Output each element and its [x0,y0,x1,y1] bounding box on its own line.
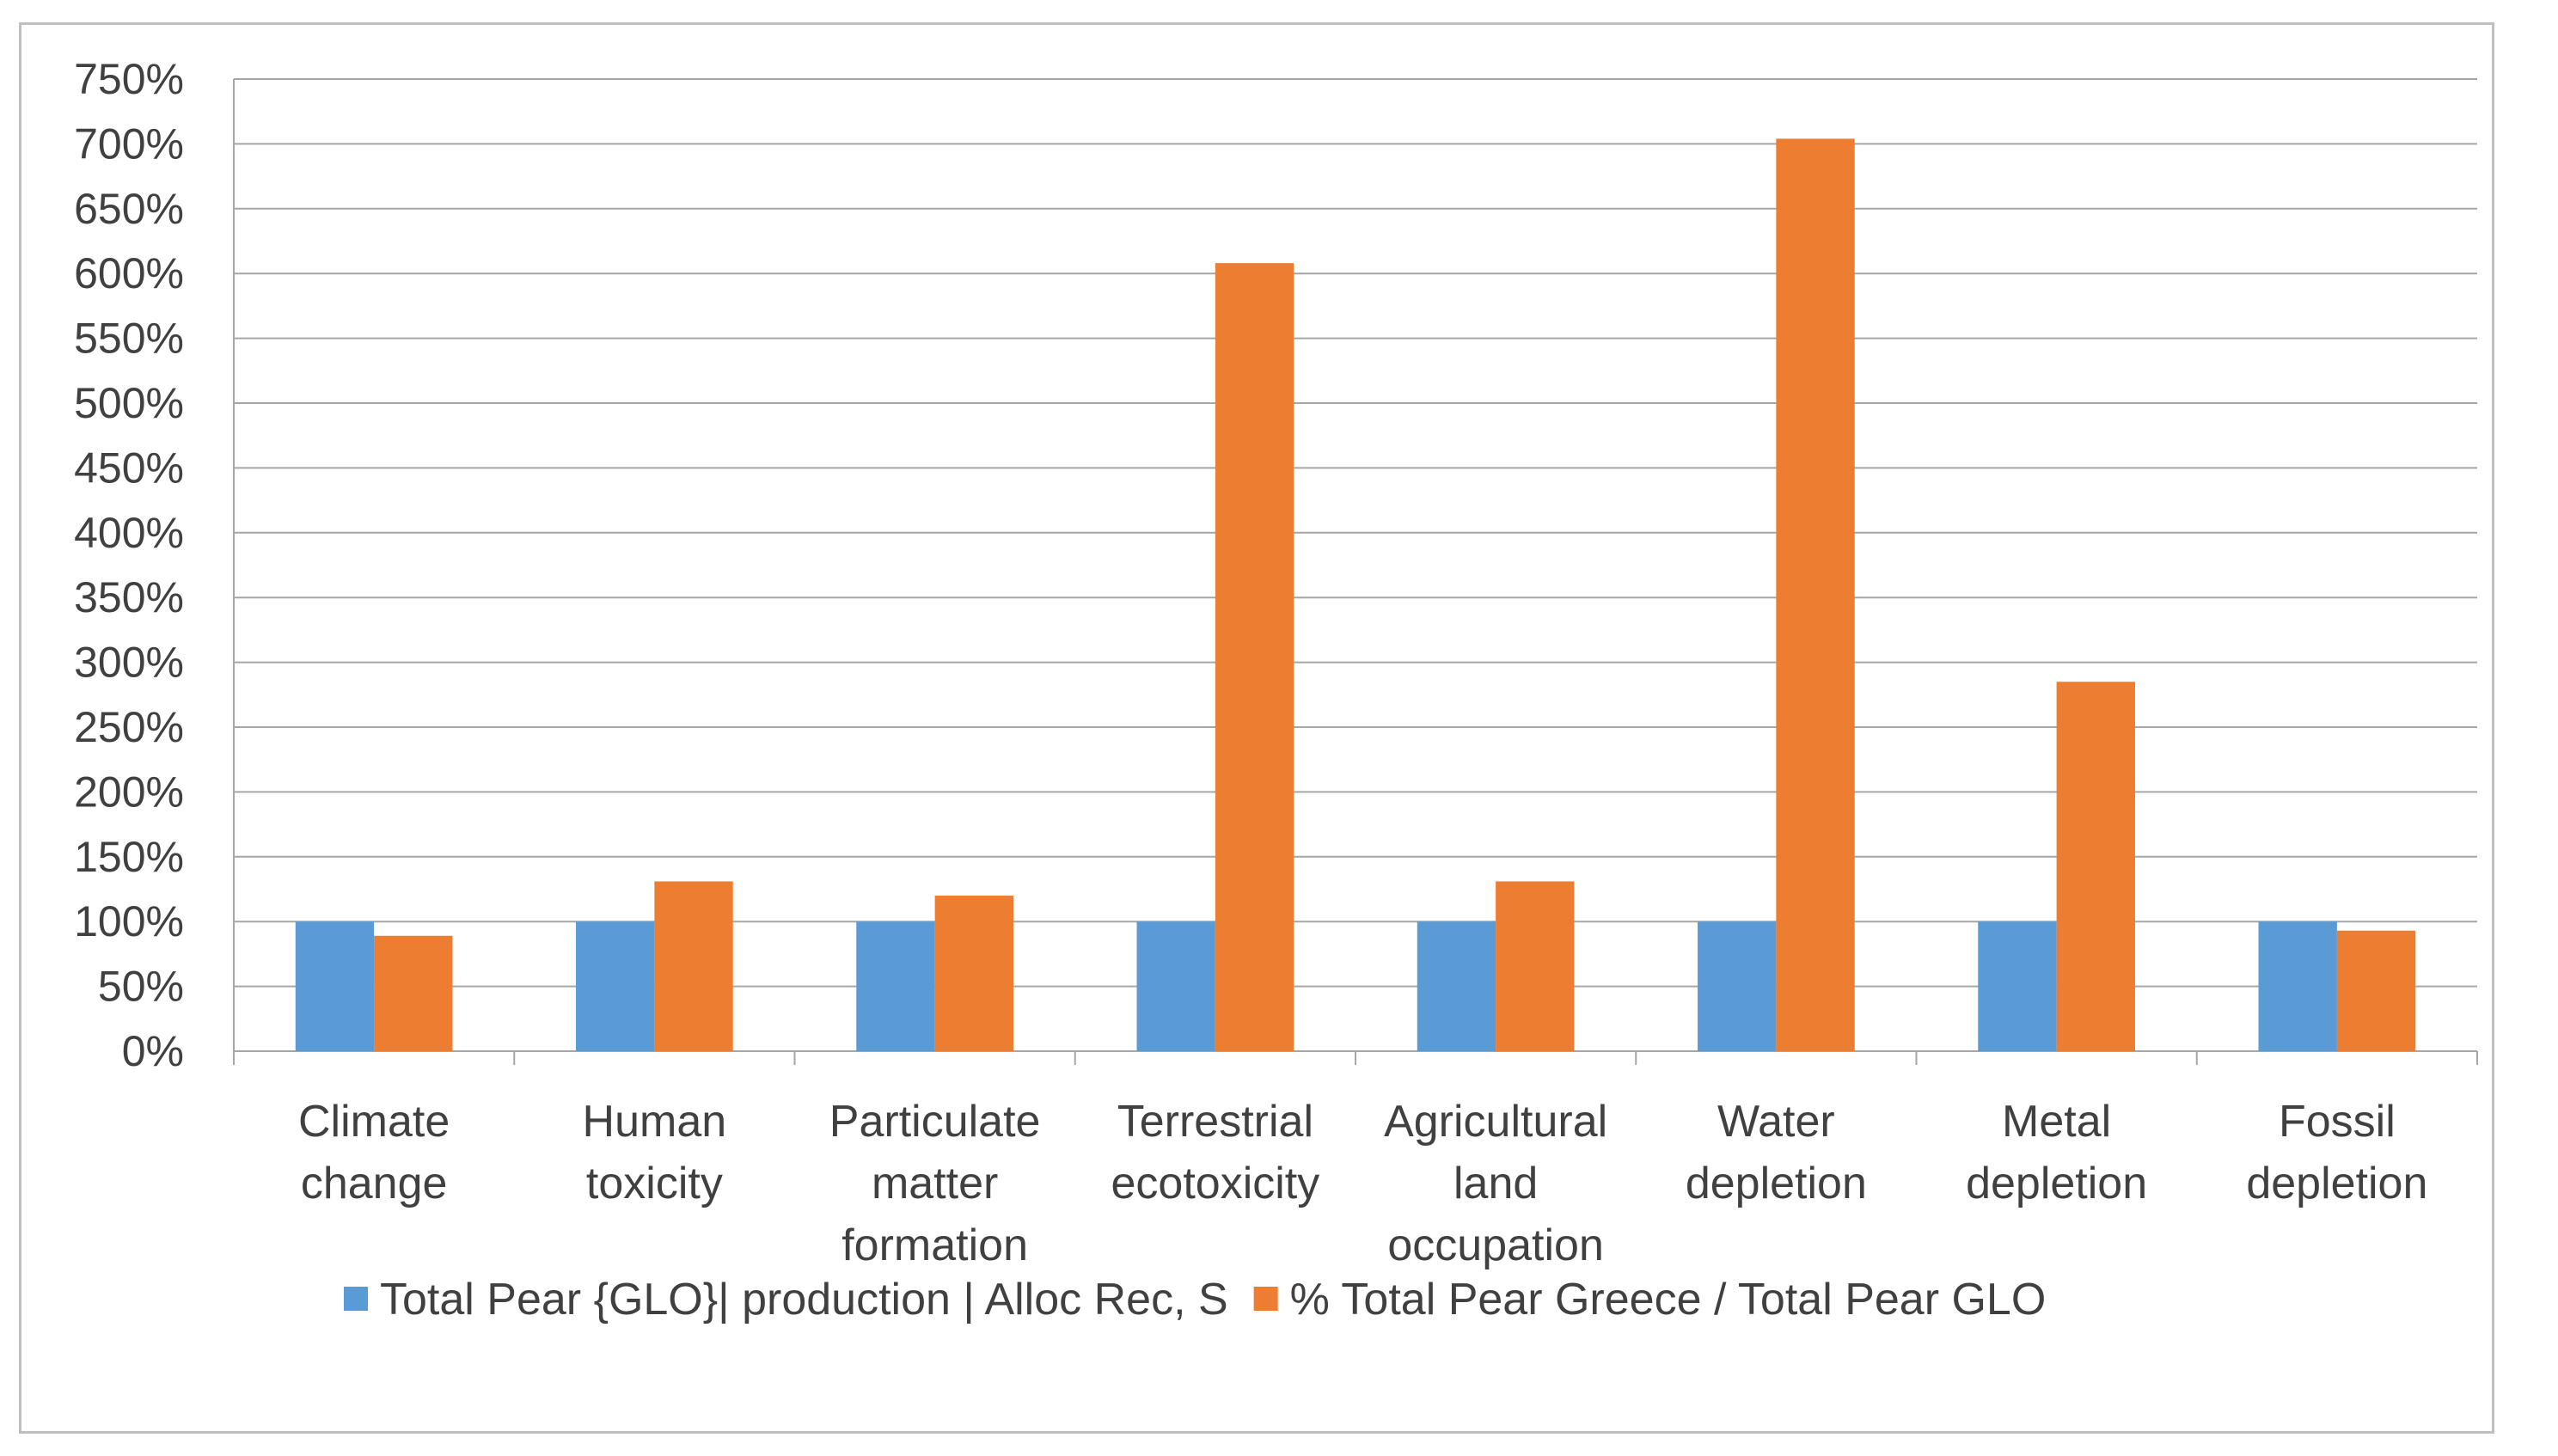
x-category-label: Agricultural [1384,1097,1607,1147]
bar-greece-ratio [1215,263,1294,1051]
bar-glo [856,921,935,1051]
y-tick-label: 750% [74,55,184,103]
y-tick-label: 300% [74,639,184,687]
x-category-label: Climate [298,1097,450,1147]
y-tick-label: 250% [74,703,184,751]
x-category-label: land [1453,1159,1538,1208]
x-category-label: matter [872,1159,998,1208]
legend-label: Total Pear {GLO}| production | Alloc Rec… [380,1275,1228,1324]
y-tick-label: 100% [74,897,184,945]
bar-greece-ratio [654,881,733,1051]
y-tick-label: 150% [74,833,184,881]
bar-greece-ratio [374,935,453,1051]
legend-swatch [1253,1287,1278,1311]
bar-glo [2258,921,2337,1051]
y-tick-label: 600% [74,249,184,297]
y-tick-label: 400% [74,509,184,557]
x-category-label: depletion [1686,1159,1867,1208]
y-tick-label: 200% [74,768,184,816]
x-category-label: depletion [1966,1159,2147,1208]
bar-greece-ratio [934,896,1013,1051]
x-category-label: Metal [2002,1097,2111,1147]
bar-glo [1136,921,1215,1051]
y-tick-label: 650% [74,185,184,233]
y-tick-label: 0% [122,1027,184,1075]
bar-glo [1978,921,2057,1051]
x-category-label: Human [583,1097,727,1147]
x-category-label: toxicity [586,1159,723,1208]
bar-glo [1698,921,1777,1051]
x-category-label: Particulate [829,1097,1041,1147]
bar-glo [1417,921,1496,1051]
bar-greece-ratio [2336,930,2416,1051]
bar-glo [295,921,375,1051]
y-tick-label: 50% [98,963,184,1011]
y-tick-label: 450% [74,444,184,492]
x-category-label: Fossil [2279,1097,2396,1147]
legend-label: % Total Pear Greece / Total Pear GLO [1290,1275,2047,1324]
bar-glo [576,921,655,1051]
legend-swatch [344,1287,368,1311]
x-category-label: change [301,1159,448,1208]
x-category-label: Terrestrial [1117,1097,1313,1147]
y-tick-label: 500% [74,379,184,427]
bar-greece-ratio [1496,881,1575,1051]
x-category-label: formation [841,1220,1028,1270]
x-category-label: Water [1717,1097,1835,1147]
bar-greece-ratio [1776,138,1855,1051]
bar-greece-ratio [2056,682,2135,1051]
x-category-label: depletion [2246,1159,2427,1208]
y-tick-label: 350% [74,573,184,621]
x-category-label: occupation [1387,1220,1604,1270]
x-category-label: ecotoxicity [1111,1159,1319,1208]
y-tick-label: 700% [74,119,184,168]
y-tick-label: 550% [74,315,184,363]
